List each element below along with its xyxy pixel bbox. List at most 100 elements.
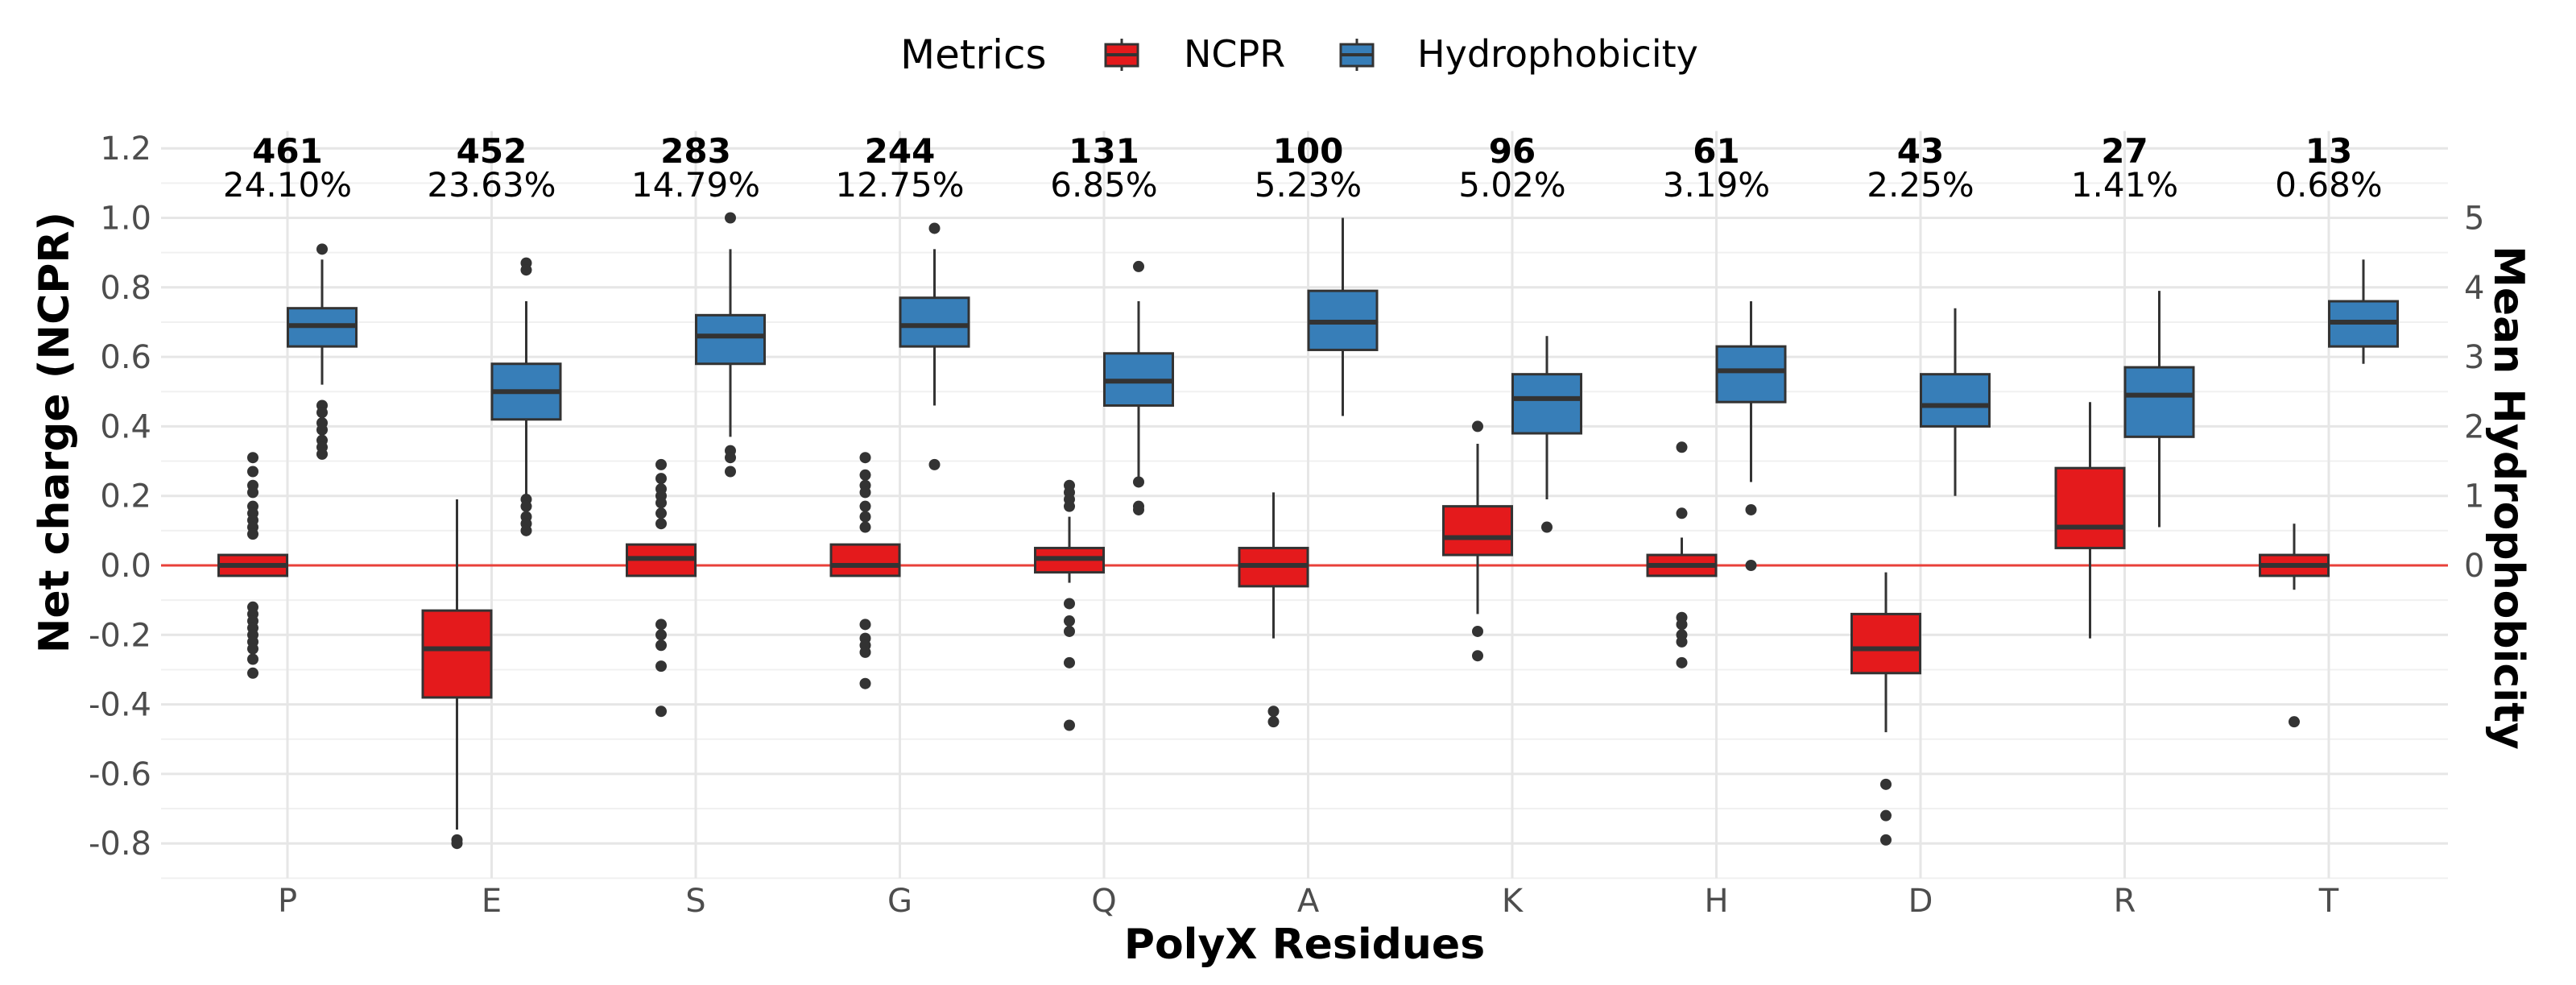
outlier-point — [1064, 500, 1075, 512]
box-ncpr-H — [1646, 441, 1718, 668]
series-ncpr — [217, 402, 2330, 850]
outlier-point — [655, 619, 667, 631]
x-tick-label: Q — [1091, 883, 1116, 920]
count-label: 27 — [2101, 131, 2148, 171]
count-label: 96 — [1489, 131, 1536, 171]
percentage-label: 6.85% — [1050, 165, 1157, 205]
outlier-point — [928, 222, 941, 234]
legend-ncpr-label: NCPR — [1184, 32, 1285, 76]
box-hydrophobicity-K — [1511, 336, 1582, 533]
outlier-point — [655, 518, 667, 530]
box-ncpr-S — [626, 458, 697, 718]
grid-lines — [161, 130, 2448, 879]
outlier-point — [247, 653, 258, 665]
outlier-point — [1880, 834, 1892, 846]
left-tick-label: 1.2 — [100, 130, 151, 168]
outlier-point — [1133, 260, 1144, 272]
outlier-point — [1745, 503, 1757, 515]
left-tick-label: 0.0 — [100, 548, 151, 585]
outlier-point — [1267, 706, 1280, 718]
outlier-point — [859, 500, 871, 512]
percentage-label: 14.79% — [631, 165, 760, 205]
right-axis-title: Mean Hydrophobicity — [2484, 246, 2533, 750]
percentage-label: 3.19% — [1663, 165, 1770, 205]
left-tick-label: -0.6 — [89, 756, 151, 793]
left-tick-label: 0.2 — [100, 478, 151, 515]
right-tick-label: 5 — [2464, 201, 2484, 238]
outlier-point — [1676, 656, 1688, 668]
percentage-label: 5.02% — [1458, 165, 1565, 205]
box-ncpr-A — [1238, 492, 1309, 728]
outlier-point — [725, 212, 736, 224]
box-body — [421, 609, 493, 699]
outlier-point — [1133, 476, 1144, 488]
series-hydrophobicity — [287, 212, 2399, 571]
box-ncpr-R — [2054, 402, 2126, 639]
outlier-point — [1745, 560, 1757, 571]
outlier-point — [1064, 625, 1075, 637]
left-tick-label: -0.2 — [89, 617, 151, 654]
count-label: 131 — [1069, 131, 1139, 171]
box-hydrophobicity-S — [695, 212, 766, 478]
outlier-point — [725, 466, 736, 478]
outlier-point — [247, 643, 258, 655]
outlier-point — [655, 458, 667, 470]
box-ncpr-D — [1850, 572, 1921, 846]
outlier-point — [1472, 650, 1483, 662]
x-tick-label: P — [278, 883, 297, 920]
box-hydrophobicity-H — [1715, 301, 1787, 571]
outlier-point — [247, 452, 258, 464]
count-label: 61 — [1693, 131, 1739, 171]
right-tick-label: 3 — [2464, 339, 2484, 376]
percentage-label: 5.23% — [1255, 165, 1362, 205]
right-tick-label: 4 — [2464, 270, 2484, 307]
outlier-point — [1472, 420, 1483, 432]
outlier-point — [859, 469, 871, 481]
outlier-point — [1267, 716, 1280, 728]
left-tick-label: 0.8 — [100, 270, 151, 307]
box-ncpr-G — [829, 452, 901, 689]
outlier-point — [655, 660, 667, 673]
outlier-point — [859, 521, 871, 533]
box-ncpr-K — [1442, 420, 1513, 662]
x-tick-label: K — [1502, 883, 1524, 920]
percentage-label: 23.63% — [427, 165, 556, 205]
outlier-point — [316, 243, 328, 255]
outlier-point — [859, 452, 871, 464]
box-hydrophobicity-P — [287, 243, 358, 460]
count-label: 244 — [865, 131, 936, 171]
count-label: 43 — [1897, 131, 1944, 171]
outlier-point — [655, 497, 667, 509]
outlier-point — [1676, 441, 1688, 453]
x-tick-label: A — [1297, 883, 1320, 920]
left-tick-label: 0.6 — [100, 339, 151, 376]
outlier-point — [1880, 778, 1892, 790]
box-body — [1715, 345, 1787, 404]
outlier-point — [859, 486, 871, 499]
legend-title: Metrics — [900, 31, 1047, 78]
x-tick-label: T — [2318, 883, 2339, 920]
outlier-point — [655, 473, 667, 485]
right-tick-label: 2 — [2464, 408, 2484, 445]
outlier-point — [1880, 809, 1892, 822]
percentage-label: 24.10% — [223, 165, 352, 205]
outlier-point — [1133, 503, 1144, 515]
x-axis-title: PolyX Residues — [1124, 921, 1485, 969]
box-body — [1850, 612, 1921, 675]
outlier-point — [655, 507, 667, 519]
outlier-point — [451, 838, 463, 850]
outlier-point — [655, 639, 667, 652]
right-tick-label: 1 — [2464, 478, 2484, 515]
left-axis-ticks: -0.8 -0.6 -0.4 -0.2 0.0 0.2 0.4 0.6 0.8 1.0 1.2 — [89, 130, 151, 863]
outlier-point — [2289, 716, 2300, 728]
outlier-point — [655, 706, 667, 718]
percentage-label: 2.25% — [1867, 165, 1974, 205]
box-body — [1442, 505, 1513, 557]
count-label: 283 — [660, 131, 731, 171]
box-hydrophobicity-Q — [1103, 260, 1174, 515]
outlier-point — [859, 677, 871, 689]
outlier-point — [520, 264, 532, 276]
box-ncpr-E — [421, 499, 493, 850]
box-body — [1920, 373, 1991, 428]
